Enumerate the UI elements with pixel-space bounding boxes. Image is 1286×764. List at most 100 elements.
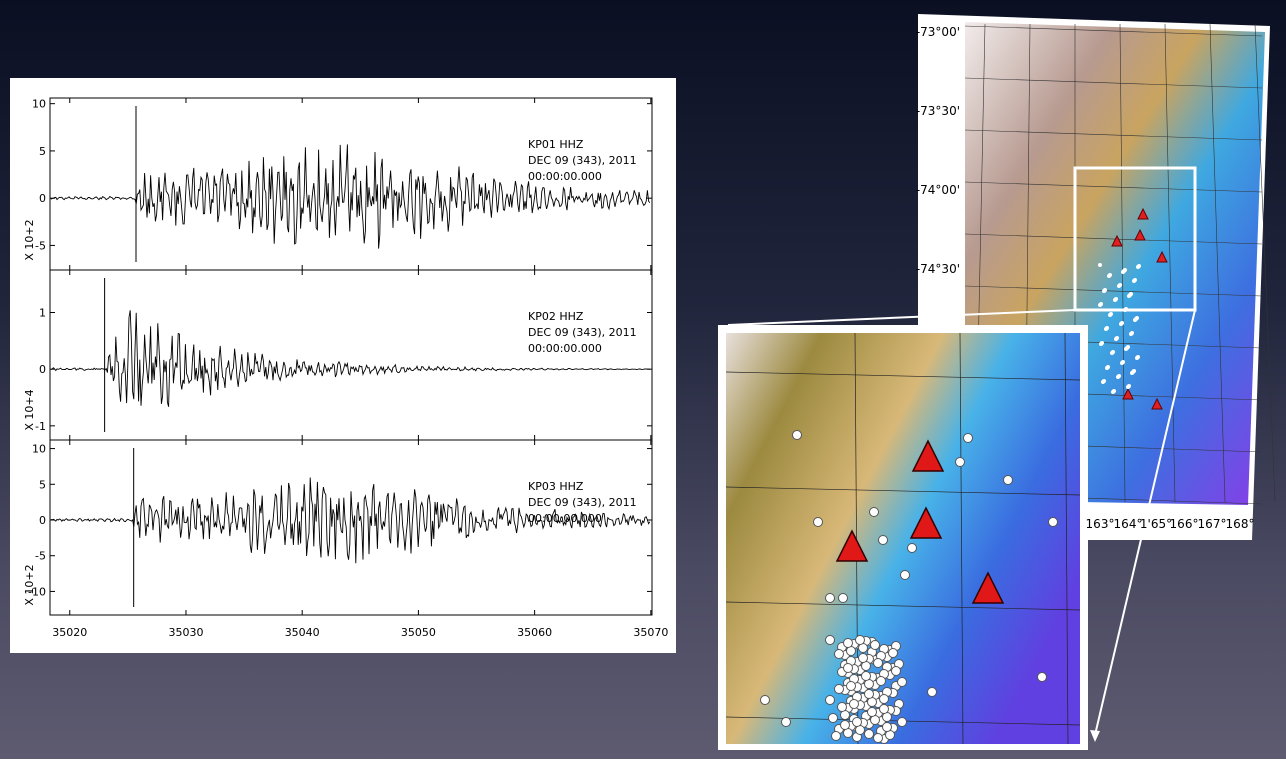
event-marker	[844, 664, 853, 673]
y-tick-label: 0	[39, 514, 46, 527]
event-marker	[1113, 298, 1117, 302]
event-marker	[782, 718, 791, 727]
lon-label: 164°	[1114, 517, 1143, 531]
lon-label: 1'65°	[1140, 517, 1172, 531]
event-marker	[880, 695, 889, 704]
event-marker	[844, 639, 853, 648]
scale-label: X 10+2	[23, 564, 36, 605]
event-marker	[892, 667, 901, 676]
y-tick-label: 0	[39, 192, 46, 205]
event-marker	[1102, 289, 1106, 293]
event-marker	[1133, 318, 1137, 322]
event-marker	[901, 571, 910, 580]
event-marker	[964, 434, 973, 443]
lat-label: -74°30'	[916, 262, 960, 276]
date-label: DEC 09 (343), 2011	[528, 326, 637, 339]
y-tick-label: 5	[39, 478, 46, 491]
event-marker	[865, 730, 874, 739]
event-marker	[1136, 265, 1140, 269]
y-tick-label: 1	[39, 307, 46, 320]
event-marker	[839, 594, 848, 603]
event-marker	[1098, 263, 1102, 267]
event-marker	[883, 723, 892, 732]
lat-label: -73°00'	[916, 25, 960, 39]
event-marker	[835, 650, 844, 659]
lon-label: 167°	[1198, 517, 1227, 531]
y-tick-label: 0	[39, 363, 46, 376]
event-marker	[1108, 313, 1112, 317]
event-marker	[826, 636, 835, 645]
x-tick-label: 35070	[633, 626, 668, 639]
event-marker	[850, 700, 859, 709]
event-marker	[761, 696, 770, 705]
scale-label: X 10+2	[23, 219, 36, 260]
y-tick-label: -5	[35, 239, 46, 252]
event-marker	[868, 708, 877, 717]
x-tick-label: 35050	[401, 626, 436, 639]
event-marker	[889, 649, 898, 658]
event-marker	[1111, 390, 1115, 394]
lon-label: 163°	[1086, 517, 1115, 531]
event-marker	[879, 536, 888, 545]
event-marker	[856, 636, 865, 645]
event-marker	[1117, 284, 1121, 288]
x-tick-label: 35030	[168, 626, 203, 639]
event-marker	[826, 696, 835, 705]
event-marker	[1038, 673, 1047, 682]
event-marker	[1123, 308, 1127, 312]
event-marker	[793, 431, 802, 440]
event-marker	[1101, 380, 1105, 384]
time-label: 00:00:00.000	[528, 342, 602, 355]
x-tick-label: 35040	[285, 626, 320, 639]
event-marker	[1124, 347, 1128, 351]
event-marker	[1132, 279, 1136, 283]
lon-label: 168°	[1226, 517, 1255, 531]
event-marker	[1116, 375, 1120, 379]
event-marker	[871, 641, 880, 650]
date-label: DEC 09 (343), 2011	[528, 496, 637, 509]
event-marker	[865, 690, 874, 699]
station-label: KP02 HHZ	[528, 310, 584, 323]
x-tick-label: 35020	[52, 626, 87, 639]
event-marker	[1121, 270, 1125, 274]
y-tick-label: -1	[35, 420, 46, 433]
x-tick-label: 35060	[517, 626, 552, 639]
lat-label: -73°30'	[916, 104, 960, 118]
event-marker	[1126, 385, 1130, 389]
event-marker	[814, 518, 823, 527]
station-label: KP01 HHZ	[528, 138, 584, 151]
event-marker	[832, 732, 841, 741]
time-label: 00:00:00.000	[528, 170, 602, 183]
event-marker	[928, 688, 937, 697]
event-marker	[1135, 356, 1139, 360]
event-marker	[1119, 322, 1123, 326]
arrow-head	[1090, 730, 1100, 742]
event-marker	[908, 544, 917, 553]
event-marker	[874, 659, 883, 668]
event-marker	[1105, 366, 1109, 370]
event-marker	[1099, 342, 1103, 346]
event-marker	[880, 705, 889, 714]
event-marker	[859, 654, 868, 663]
time-label: 00:00:00.000	[528, 512, 602, 525]
slide-graphics: -50510KP01 HHZDEC 09 (343), 201100:00:00…	[0, 0, 1286, 759]
event-marker	[835, 685, 844, 694]
event-marker	[1114, 337, 1118, 341]
event-marker	[1104, 327, 1108, 331]
event-marker	[862, 672, 871, 681]
event-marker	[1107, 274, 1111, 278]
event-marker	[838, 703, 847, 712]
event-marker	[1120, 361, 1124, 365]
lon-label: 166°	[1170, 517, 1199, 531]
y-tick-label: 10	[32, 443, 46, 456]
event-marker	[1129, 332, 1133, 336]
event-marker	[898, 678, 907, 687]
event-marker	[956, 458, 965, 467]
event-marker	[847, 682, 856, 691]
lat-label: -74°00'	[916, 183, 960, 197]
event-marker	[870, 508, 879, 517]
event-marker	[877, 677, 886, 686]
scale-label: X 10+4	[23, 389, 36, 430]
y-tick-label: 10	[32, 98, 46, 111]
event-marker	[874, 734, 883, 743]
